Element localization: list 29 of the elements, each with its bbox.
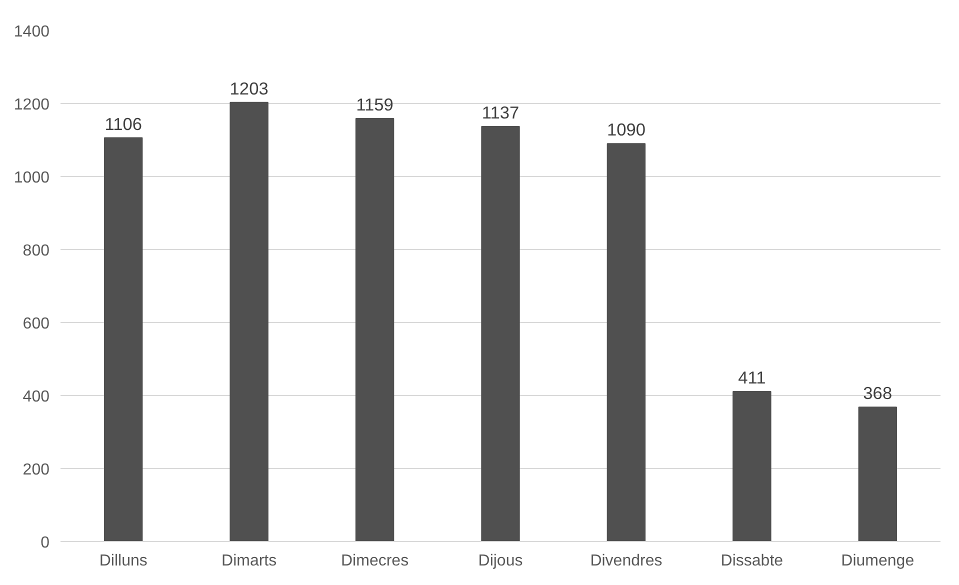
bar	[104, 137, 143, 542]
y-tick-label: 200	[22, 462, 50, 478]
data-label: 1090	[606, 120, 646, 140]
bar	[858, 406, 897, 542]
y-tick-label: 600	[22, 316, 50, 332]
x-tick-label: Dimecres	[341, 552, 409, 570]
bar	[606, 143, 646, 542]
x-tick-label: Dilluns	[99, 552, 148, 570]
data-label: 368	[863, 383, 892, 404]
data-label: 1106	[104, 114, 142, 134]
x-tick-label: Divendres	[590, 552, 662, 570]
y-tick-label: 400	[22, 388, 50, 406]
y-tick-label: 800	[22, 242, 50, 260]
data-label: 1203	[230, 78, 268, 98]
x-tick-label: Diumenge	[841, 552, 914, 570]
x-tick-label: Dissabte	[720, 552, 784, 570]
y-tick-label: 1400	[14, 24, 50, 40]
x-tick-label: Dijous	[478, 552, 523, 570]
y-tick-label: 1200	[14, 96, 50, 114]
bar	[732, 390, 772, 542]
data-label: 1159	[356, 94, 394, 114]
bar	[230, 102, 268, 542]
x-tick-label: Dimarts	[222, 552, 277, 570]
data-label: 411	[738, 367, 766, 388]
y-tick-label: 0	[40, 534, 50, 552]
bar	[481, 126, 520, 542]
bar	[355, 118, 394, 542]
data-label: 1137	[482, 102, 520, 122]
y-tick-label: 1000	[14, 170, 50, 186]
